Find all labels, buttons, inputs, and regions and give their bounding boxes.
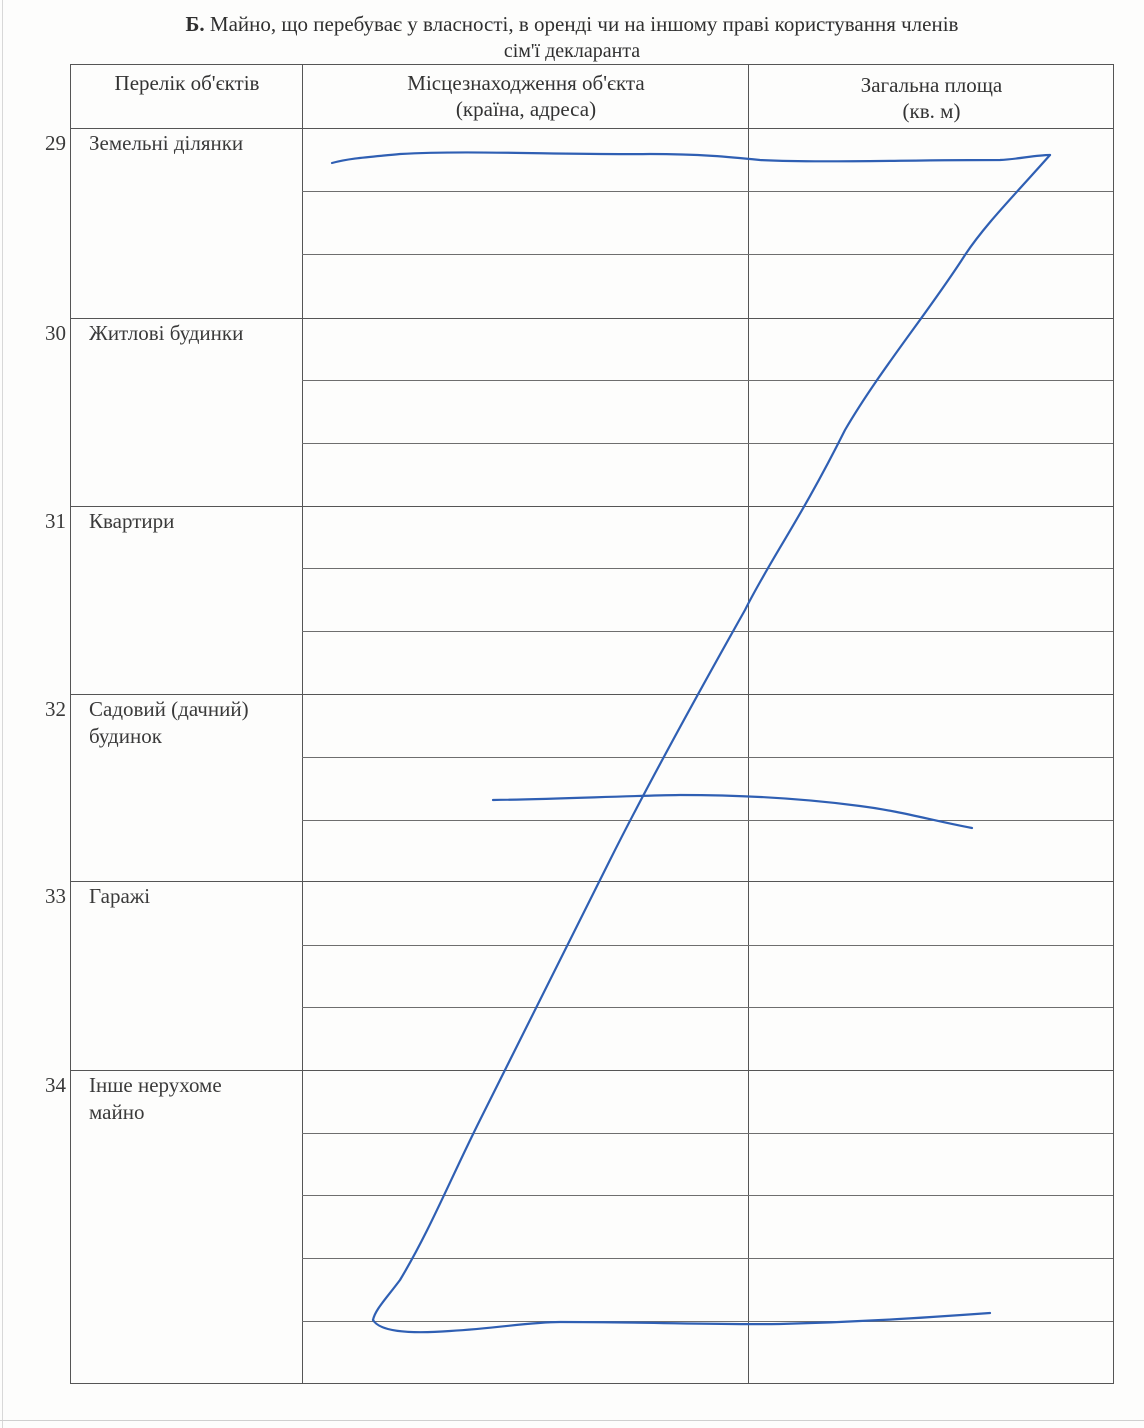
- table-bottom-border: [70, 1383, 1113, 1384]
- section-title-line2: сім'ї декларанта: [503, 40, 641, 62]
- group-separator: [70, 506, 1113, 507]
- sub-row-line: [302, 820, 1113, 821]
- sub-row-line: [302, 1258, 1113, 1259]
- sub-row-line: [302, 1133, 1113, 1134]
- scan-edge-bottom: [0, 1420, 1144, 1421]
- header-objects: Перелік об'єктів: [72, 70, 302, 96]
- sub-row-line: [302, 254, 1113, 255]
- row-label: Земельні ділянки: [89, 130, 294, 157]
- sub-row-line: [302, 191, 1113, 192]
- row-label-line1: Квартири: [89, 509, 175, 533]
- row-label-line2: майно: [89, 1100, 145, 1124]
- row-number: 29: [45, 131, 66, 155]
- sub-row-line: [302, 757, 1113, 758]
- header-bottom-line: [70, 128, 1113, 129]
- sub-row-line: [302, 1007, 1113, 1008]
- sub-row-line: [302, 945, 1113, 946]
- row-number: 34: [45, 1073, 66, 1097]
- row-label-line1: Інше нерухоме: [89, 1073, 222, 1097]
- row-number: 33: [45, 884, 66, 908]
- table-right-border: [1113, 64, 1114, 1384]
- sub-row-line: [302, 380, 1113, 381]
- row-label-line1: Гаражі: [89, 884, 151, 908]
- group-separator: [70, 1070, 1113, 1071]
- header-objects-text: Перелік об'єктів: [114, 71, 260, 95]
- column-divider-objects: [302, 64, 303, 1384]
- scan-edge-left: [2, 0, 3, 1428]
- header-area-line1: Загальна площа: [860, 73, 1003, 97]
- group-separator: [70, 694, 1113, 695]
- row-label: Інше нерухоме майно: [89, 1072, 294, 1126]
- header-location-line2: (країна, адреса): [455, 97, 597, 121]
- row-label-line1: Садовий (дачний): [89, 697, 249, 721]
- section-title-text: Майно, що перебуває у власності, в оренд…: [209, 12, 959, 36]
- strike-diagonal-line: [371, 153, 1052, 1322]
- section-title-line1: Б. Майно, що перебуває у власності, в ор…: [0, 12, 1144, 36]
- row-label-line1: Житлові будинки: [89, 321, 244, 345]
- sub-row-line: [302, 568, 1113, 569]
- row-number: 31: [45, 509, 66, 533]
- group-separator: [70, 318, 1113, 319]
- strike-top-line: [330, 151, 1052, 165]
- header-location: Місцезнаходження об'єкта (країна, адреса…: [304, 70, 748, 122]
- table-top-border: [70, 64, 1113, 65]
- row-label: Гаражі: [89, 883, 294, 910]
- header-location-line1: Місцезнаходження об'єкта: [407, 71, 645, 95]
- section-letter: Б.: [185, 12, 205, 36]
- row-label-line2: будинок: [89, 724, 162, 748]
- row-label: Садовий (дачний) будинок: [89, 696, 294, 750]
- group-separator: [70, 881, 1113, 882]
- sub-row-line: [302, 1321, 1113, 1322]
- strike-mid-line: [491, 793, 974, 830]
- row-number: 30: [45, 321, 66, 345]
- sub-row-line: [302, 1195, 1113, 1196]
- row-label: Житлові будинки: [89, 320, 294, 347]
- header-area-line2: (кв. м): [902, 99, 961, 123]
- column-divider-location: [748, 64, 749, 1384]
- row-label: Квартири: [89, 508, 294, 535]
- row-number: 32: [45, 697, 66, 721]
- row-label-line1: Земельні ділянки: [89, 131, 244, 155]
- sub-row-line: [302, 631, 1113, 632]
- header-area: Загальна площа (кв. м): [750, 72, 1113, 124]
- table-left-border: [70, 64, 71, 1384]
- sub-row-line: [302, 443, 1113, 444]
- strike-bottom-line: [371, 1311, 992, 1334]
